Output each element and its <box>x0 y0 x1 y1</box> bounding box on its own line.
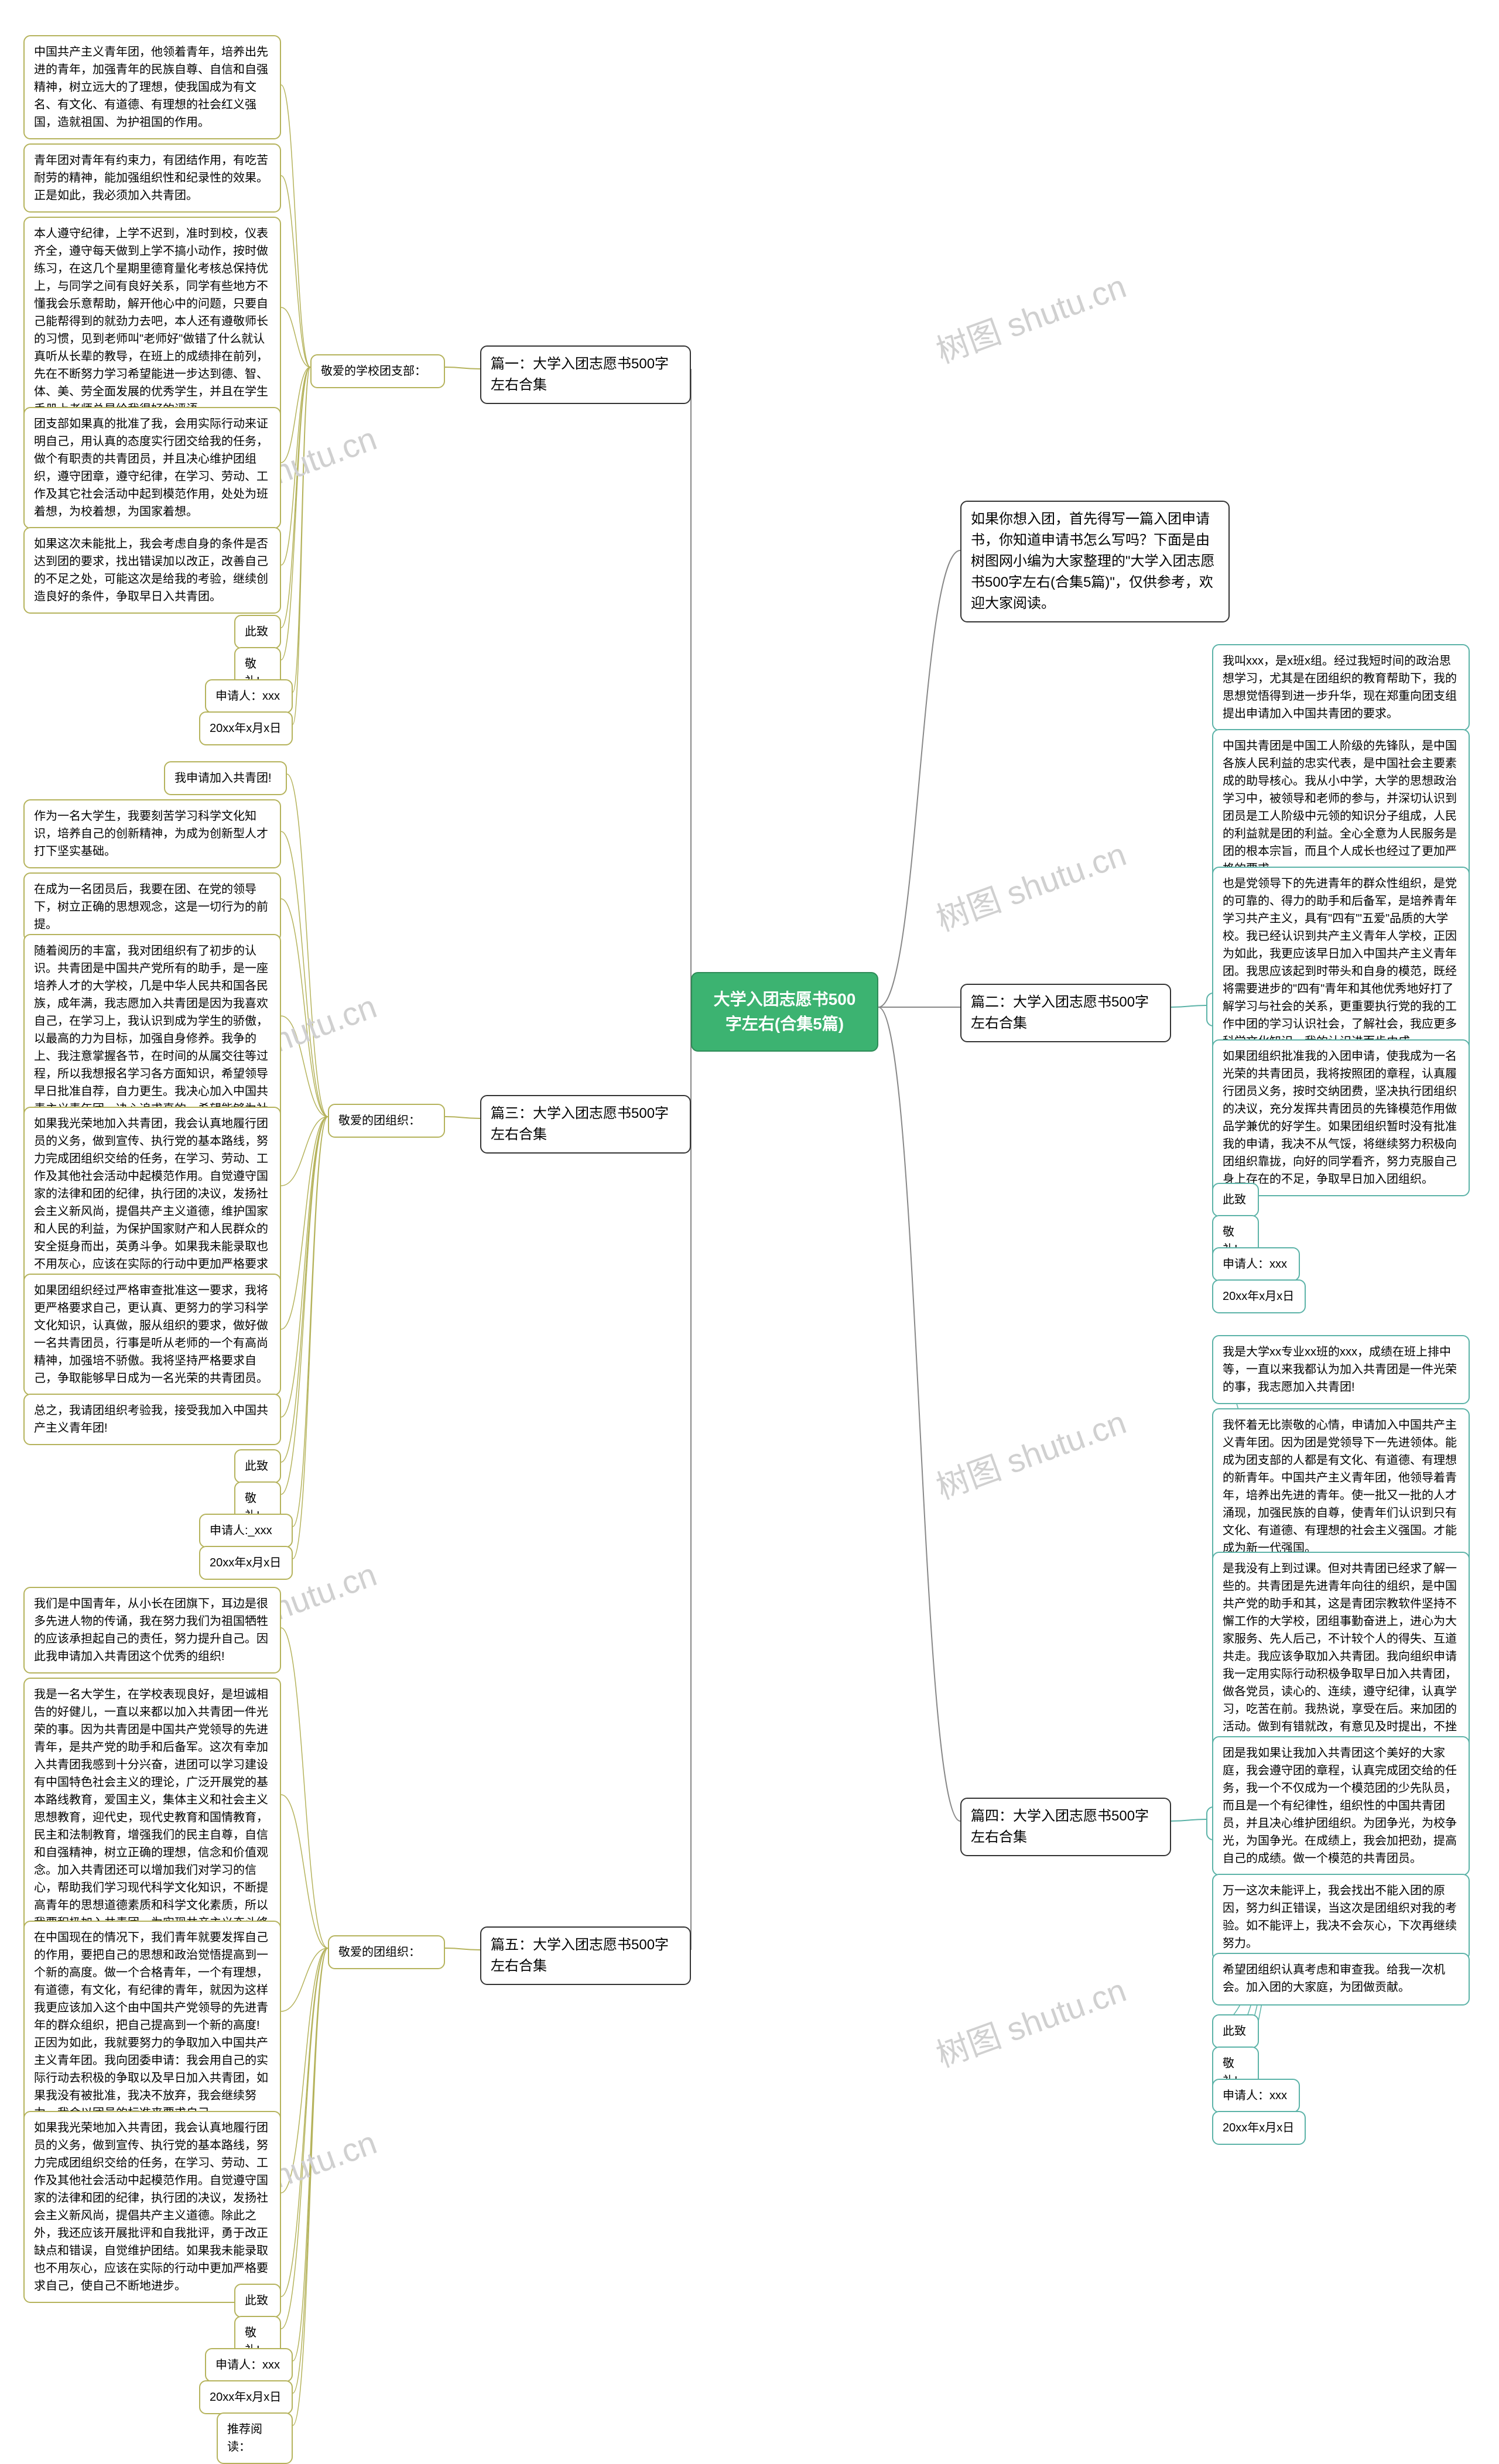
leaf-node: 20xx年x月x日 <box>199 2380 293 2414</box>
leaf-node: 我是大学xx专业xx班的xxx，成绩在班上排中等，一直以来我都认为加入共青团是一… <box>1212 1335 1470 1404</box>
leaf-node: 20xx年x月x日 <box>199 711 293 745</box>
leaf-node: 团是我如果让我加入共青团这个美好的大家庭，我会遵守团的章程，认真完成团交给的任务… <box>1212 1736 1470 1876</box>
leaf-node: 是我没有上到过课。但对共青团已经求了解一些的。共青团是先进青年向往的组织，是中国… <box>1212 1552 1470 1761</box>
root-node: 大学入团志愿书500字左右(合集5篇) <box>691 972 878 1052</box>
leaf-node: 申请人：xxx <box>1212 2079 1300 2113</box>
leaf-node: 此致 <box>1212 2014 1259 2048</box>
leaf-node: 作为一名大学生，我要刻苦学习科学文化知识，培养自己的创新精神，为成为创新型人才打… <box>23 799 281 868</box>
leaf-node: 20xx年x月x日 <box>1212 2111 1306 2145</box>
chapter-node: 篇四：大学入团志愿书500字左右合集 <box>960 1798 1171 1856</box>
leaf-node: 也是党领导下的先进青年的群众性组织，是党的可靠的、得力的助手和后备军，是培养青年… <box>1212 867 1470 1059</box>
leaf-node: 如果团组织批准我的入团申请，使我成为一名光荣的共青团员，我将按照团的章程，认真履… <box>1212 1039 1470 1196</box>
leaf-node: 申请人:_xxx <box>199 1514 293 1548</box>
leaf-node: 如果我光荣地加入共青团，我会认真地履行团员的义务，做到宣传、执行党的基本路线，努… <box>23 2111 281 2303</box>
leaf-node: 此致 <box>1212 1183 1259 1217</box>
leaf-node: 我叫xxx，是x班x组。经过我短时间的政治思想学习，尤其是在团组织的教育帮助下，… <box>1212 644 1470 731</box>
leaf-node: 在成为一名团员后，我要在团、在党的领导下，树立正确的思想观念，这是一切行为的前提… <box>23 872 281 942</box>
chapter-node: 篇二：大学入团志愿书500字左右合集 <box>960 984 1171 1042</box>
leaf-node: 敬爱的团组织： <box>328 1935 445 1969</box>
leaf-node: 我怀着无比崇敬的心情，申请加入中国共产主义青年团。因为团是党领导下一先进领体。能… <box>1212 1408 1470 1565</box>
leaf-node: 此致 <box>234 1449 281 1483</box>
leaf-node: 总之，我请团组织考验我，接受我加入中国共产主义青年团! <box>23 1394 281 1445</box>
chapter-node: 篇五：大学入团志愿书500字左右合集 <box>480 1926 691 1985</box>
leaf-node: 本人遵守纪律，上学不迟到，准时到校，仪表齐全，遵守每天做到上学不搞小动作，按时做… <box>23 217 281 426</box>
leaf-node: 20xx年x月x日 <box>199 1546 293 1580</box>
leaf-node: 我申请加入共青团! <box>164 761 287 795</box>
leaf-node: 申请人：xxx <box>205 2348 293 2382</box>
leaf-node: 我们是中国青年，从小长在团旗下，耳边是很多先进人物的传诵，我在努力我们为祖国牺牲… <box>23 1587 281 1674</box>
leaf-node: 此致 <box>234 2284 281 2318</box>
chapter-node: 篇一：大学入团志愿书500字左右合集 <box>480 345 691 404</box>
leaf-node: 如果这次未能批上，我会考虑自身的条件是否达到团的要求，找出错误加以改正，改善自己… <box>23 527 281 614</box>
leaf-node: 申请人：xxx <box>205 679 293 713</box>
leaf-node: 此致 <box>234 615 281 649</box>
leaf-node: 如果团组织经过严格审查批准这一要求，我将更严格要求自己，更认真、更努力的学习科学… <box>23 1274 281 1395</box>
leaf-node: 在中国现在的情况下，我们青年就要发挥自己的作用，要把自己的思想和政治觉悟提高到一… <box>23 1921 281 2130</box>
leaf-node: 申请人：xxx <box>1212 1247 1300 1281</box>
leaf-node: 敬爱的学校团支部： <box>310 354 445 388</box>
leaf-node: 推荐阅读： <box>217 2412 293 2464</box>
leaf-node: 中国共青团是中国工人阶级的先锋队，是中国各族人民利益的忠实代表，是中国社会主要素… <box>1212 729 1470 886</box>
leaf-node: 希望团组织认真考虑和审查我。给我一次机会。加入团的大家庭，为团做贡献。 <box>1212 1953 1470 2006</box>
leaf-node: 青年团对青年有约束力，有团结作用，有吃苦耐劳的精神，能加强组织性和纪录性的效果。… <box>23 143 281 213</box>
leaf-node: 敬爱的团组织： <box>328 1104 445 1138</box>
chapter-node: 如果你想入团，首先得写一篇入团申请书，你知道申请书怎么写吗？下面是由树图网小编为… <box>960 501 1230 622</box>
chapter-node: 篇三：大学入团志愿书500字左右合集 <box>480 1095 691 1154</box>
leaf-node: 20xx年x月x日 <box>1212 1279 1306 1313</box>
leaf-node: 我是一名大学生，在学校表现良好，是坦诚相告的好健儿，一直以来都以加入共青团一件光… <box>23 1678 281 1957</box>
leaf-node: 中国共产主义青年团，他领着青年，培养出先进的青年，加强青年的民族自尊、自信和自强… <box>23 35 281 139</box>
leaf-node: 万一这次未能评上，我会找出不能入团的原因，努力纠正错误，当这次是团组织对我的考验… <box>1212 1874 1470 1960</box>
leaf-node: 团支部如果真的批准了我，会用实际行动来证明自己，用认真的态度实行团交给我的任务，… <box>23 407 281 529</box>
